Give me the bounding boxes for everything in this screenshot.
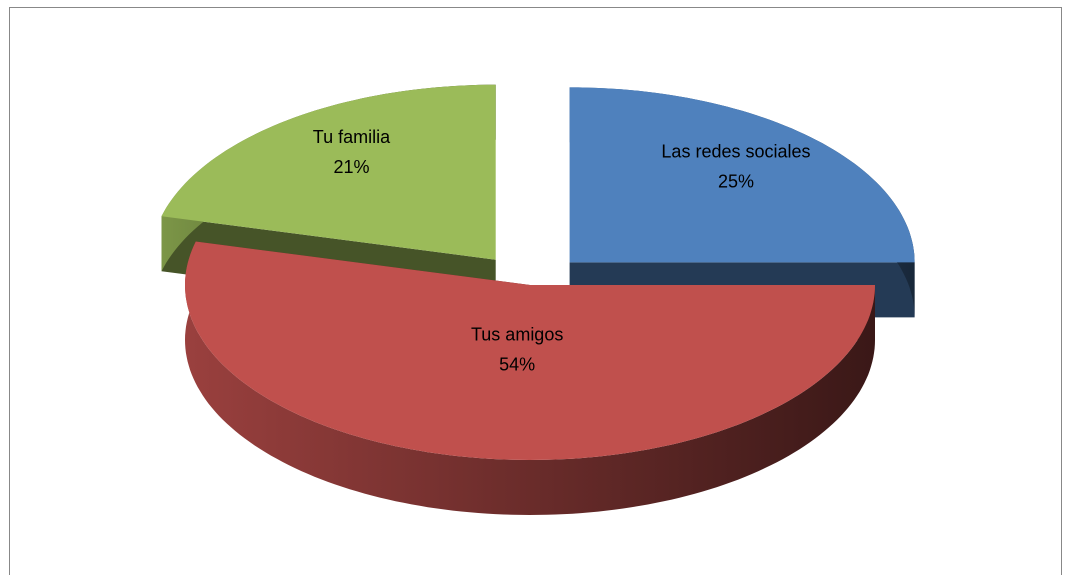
data-label-name: Tus amigos (471, 325, 563, 345)
slice-wall (185, 241, 875, 515)
data-label-value: 25% (718, 171, 754, 191)
slice-top (161, 84, 496, 260)
slice (185, 241, 875, 515)
slice-top (185, 241, 875, 460)
data-label-name: Tu familia (313, 127, 391, 147)
data-label-name: Las redes sociales (661, 141, 810, 161)
data-label-value: 54% (499, 355, 535, 375)
data-label-value: 21% (333, 157, 369, 177)
slice-top (569, 87, 915, 263)
